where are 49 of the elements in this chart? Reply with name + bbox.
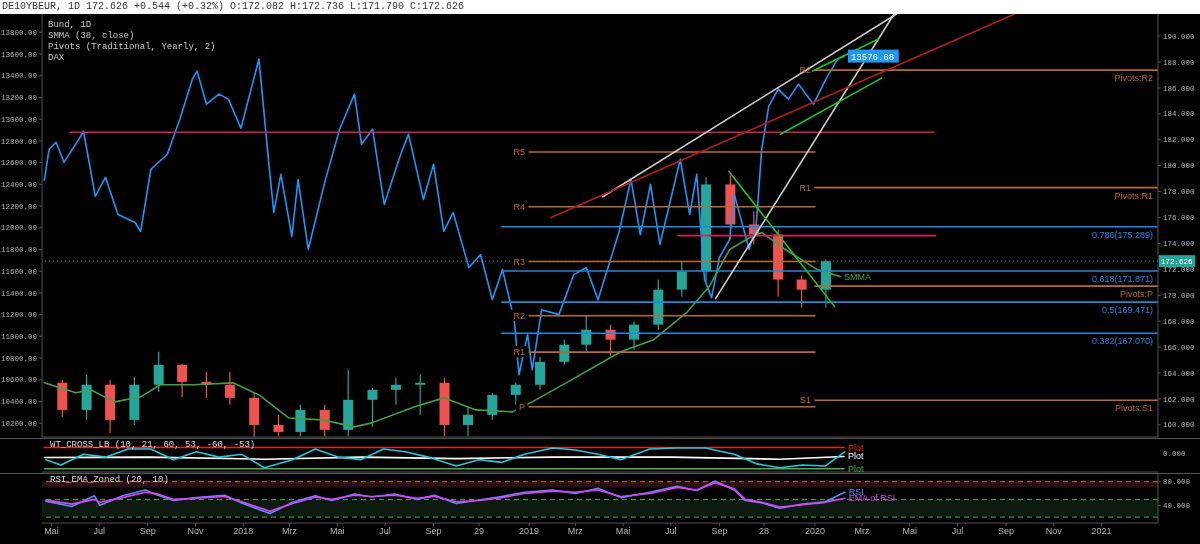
series-label: R3 — [513, 256, 526, 267]
x-tick-label: Nov — [187, 526, 204, 537]
annotation: R1 — [799, 182, 811, 193]
series-label: 0.5(169.471) — [1101, 305, 1153, 316]
x-tick-label: 2019 — [519, 526, 540, 537]
x-tick-label: 2018 — [233, 526, 254, 537]
annotation: Bund, 1D — [48, 20, 92, 30]
series-label: Pivots:P — [1119, 289, 1153, 300]
x-tick-label: Sep — [998, 526, 1015, 537]
series-label: 0.618(171.871) — [1091, 273, 1153, 284]
series-label: P — [519, 401, 526, 412]
annotation: DAX — [48, 53, 65, 63]
series-label: 0.382(167.070) — [1091, 336, 1153, 347]
x-tick-label: Mrz — [854, 526, 870, 537]
annotation: S1 — [799, 395, 811, 406]
annotation: Pivots (Traditional, Yearly, 2) — [48, 42, 216, 52]
x-tick-label: Mai — [615, 526, 631, 537]
x-tick-label: Sep — [711, 526, 728, 537]
x-tick-label: Jul — [951, 526, 964, 537]
series-label: R2 — [513, 310, 526, 321]
series-label: Plot — [847, 442, 864, 453]
x-tick-label: 2021 — [1091, 526, 1112, 537]
data-label: 13576.68 — [850, 52, 895, 63]
x-tick-label: Jul — [379, 526, 391, 537]
series-label: 0.786(175.289) — [1091, 229, 1153, 240]
x-tick-label: Mai — [329, 526, 345, 537]
x-tick-label: Jul — [93, 526, 105, 537]
x-tick-label: Mrz — [567, 526, 584, 537]
x-tick-label: Mai — [902, 526, 917, 537]
series-label: SMMA — [844, 271, 872, 282]
series-label: R1 — [513, 347, 526, 358]
x-tick-label: Mai — [44, 526, 59, 537]
x-tick-label: 28 — [759, 526, 770, 537]
x-tick-label: Sep — [139, 526, 156, 537]
annotation: SMMA (38, close) — [48, 31, 135, 41]
series-label: R5 — [513, 147, 526, 158]
x-tick-label: Sep — [425, 526, 442, 537]
x-tick-label: Nov — [1045, 526, 1063, 537]
series-label: R4 — [513, 201, 526, 212]
series-label: Plot — [847, 451, 864, 462]
x-tick-label: Jul — [665, 526, 677, 537]
series-label: Pivots:S1 — [1114, 403, 1153, 414]
chart-title: DE10YBEUR, 1D 172.626 +0.544 (+0.32%) O:172.082 H:172.736 L:171.790 C:172.626 — [2, 1, 465, 12]
x-tick-label: 2020 — [804, 526, 825, 537]
series-label: Pivots:R1 — [1114, 190, 1153, 201]
x-tick-label: 29 — [473, 526, 485, 537]
x-tick-label: Mrz — [281, 526, 298, 537]
series-label: Plot — [847, 463, 864, 474]
series-label: Pivots:R2 — [1114, 73, 1153, 84]
